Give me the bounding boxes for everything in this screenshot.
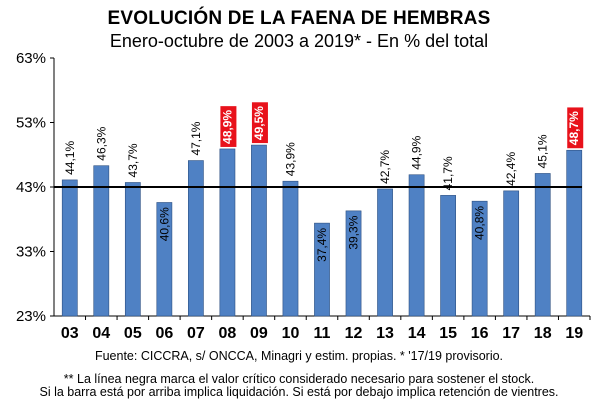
data-label: 42,4%	[504, 152, 518, 186]
bar	[188, 160, 204, 317]
data-label-group: 44,1%	[63, 141, 77, 175]
bar	[282, 180, 299, 317]
chart-title: EVOLUCIÓN DE LA FAENA DE HEMBRAS	[107, 8, 491, 29]
data-label-group: 45,1%	[536, 134, 550, 168]
data-label-group: 39,3%	[347, 215, 361, 249]
data-label: 49,5%	[252, 106, 266, 140]
data-label: 46,3%	[94, 126, 108, 160]
x-tick-label: 12	[345, 325, 363, 342]
bar	[503, 190, 520, 317]
x-tick-label: 09	[250, 325, 268, 342]
data-label: 40,8%	[473, 206, 487, 240]
data-label: 43,7%	[126, 143, 140, 177]
data-label-group: 48,7%	[567, 107, 584, 149]
footnote-line-1: ** La línea negra marca el valor crítico…	[63, 372, 535, 386]
data-label-group: 41,7%	[441, 156, 455, 190]
data-label-group: 37,4%	[315, 228, 329, 262]
x-tick-label: 18	[534, 325, 552, 342]
data-label: 45,1%	[536, 134, 550, 168]
y-tick-label: 63%	[16, 50, 46, 67]
x-tick-label: 10	[282, 325, 300, 342]
bar-chart: 23% 33% 43% 53% 63% 03 44,1% 04 46,3% 05 43,7% 06 4…	[16, 50, 591, 342]
bar	[377, 188, 393, 317]
bar	[566, 149, 583, 317]
data-label-group: 47,1%	[189, 121, 203, 155]
bar	[156, 202, 173, 317]
data-label: 37,4%	[315, 228, 329, 262]
x-tick-label: 13	[376, 325, 394, 342]
bar	[408, 174, 425, 317]
bar	[314, 222, 330, 317]
x-tick-label: 03	[61, 325, 79, 342]
y-tick-label: 23%	[16, 308, 46, 325]
x-tick-label: 16	[471, 325, 489, 342]
bar	[345, 210, 362, 317]
data-label-group: 40,8%	[473, 206, 487, 240]
bar	[124, 182, 141, 317]
data-label: 39,3%	[347, 215, 361, 249]
data-label-group: 49,5%	[251, 102, 268, 144]
x-tick-label: 07	[187, 325, 205, 342]
y-tick-label: 43%	[16, 179, 46, 196]
x-tick-label: 19	[565, 325, 583, 342]
x-tick-label: 08	[219, 325, 237, 342]
x-tick-label: 14	[408, 325, 426, 342]
footnote-line-2: Si la barra está por arriba implica liqu…	[39, 385, 559, 399]
data-label: 42,7%	[378, 150, 392, 184]
bar	[219, 148, 236, 317]
data-label-highlight	[251, 102, 268, 144]
chart-subtitle: Enero-octubre de 2003 a 2019* - En % del…	[109, 31, 489, 51]
data-label-group: 48,9%	[220, 106, 237, 147]
x-tick-label: 15	[439, 325, 457, 342]
x-tick-label: 11	[314, 325, 331, 342]
data-label-group: 43,7%	[126, 143, 140, 177]
y-tick-label: 33%	[16, 244, 46, 261]
data-label-highlight	[567, 107, 584, 149]
data-label: 47,1%	[189, 121, 203, 155]
bar	[471, 200, 488, 317]
bar	[440, 195, 456, 317]
data-label-group: 44,9%	[410, 135, 424, 169]
x-tick-label: 05	[124, 325, 142, 342]
data-label-group: 42,7%	[378, 150, 392, 184]
y-tick-label: 53%	[16, 115, 46, 132]
data-label: 44,1%	[63, 141, 77, 175]
data-label: 48,9%	[220, 110, 234, 144]
data-label: 44,9%	[410, 135, 424, 169]
data-label-group: 40,6%	[157, 207, 171, 241]
bar	[251, 144, 267, 317]
data-label-group: 43,9%	[283, 142, 297, 176]
x-tick-label: 06	[155, 325, 173, 342]
data-label: 48,7%	[567, 111, 581, 145]
x-tick-label: 17	[502, 325, 520, 342]
source-note: Fuente: CICCRA, s/ ONCCA, Minagri y esti…	[94, 349, 504, 363]
data-label-group: 42,4%	[504, 152, 518, 186]
data-label: 40,6%	[157, 207, 171, 241]
bar	[534, 173, 551, 317]
data-label: 41,7%	[441, 156, 455, 190]
data-label: 43,9%	[283, 142, 297, 176]
x-tick-label: 04	[92, 325, 110, 342]
bar	[93, 165, 110, 317]
data-label-group: 46,3%	[94, 126, 108, 160]
bar	[61, 179, 78, 317]
data-label-highlight	[220, 106, 237, 147]
